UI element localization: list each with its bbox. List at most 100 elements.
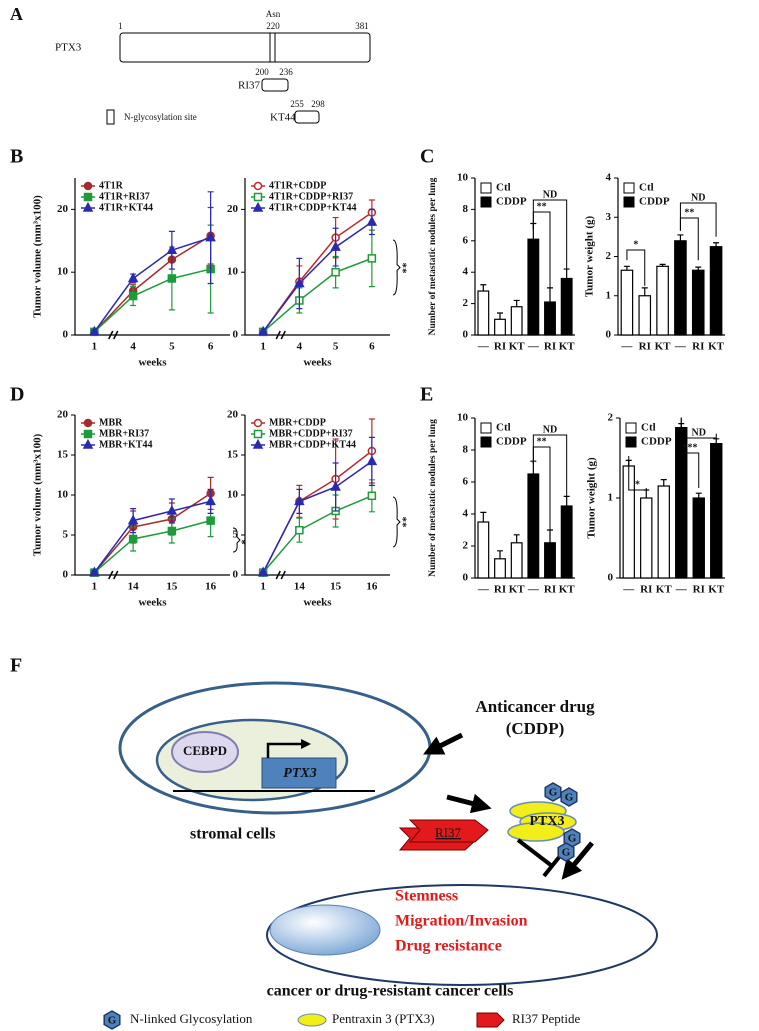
bar [477,521,490,579]
y-axis-label: Tumor volume (mm³x100) [32,433,44,556]
legend-label: CDDP [639,196,670,208]
point [253,192,263,202]
y-tick-label: 0 [463,329,469,341]
bar [656,265,669,336]
bar [638,295,652,336]
annotation: * [633,239,638,250]
protein-label: PTX3 [530,814,565,829]
effect: Drug resistance [395,938,502,955]
peptide-shape [408,819,489,843]
point [331,267,340,277]
point [82,201,94,212]
effect: Stemness [395,888,458,905]
annotation: ** [537,436,547,447]
x-tick-label: — [620,341,633,353]
bar [527,473,540,579]
x-tick-label: — [527,584,540,596]
x-axis-label: weeks [303,597,332,609]
cell-label: cancer or drug-resistant cancer cells [267,983,514,1000]
series-line [93,268,211,333]
protein-name: PTX3 [55,42,82,54]
point [167,274,177,283]
x-tick-label: 15 [166,581,178,593]
y-tick-label: 1 [606,289,612,301]
panel-label: E [420,384,433,406]
y-tick-label: 1 [608,492,614,504]
point [83,181,93,191]
y-tick-label: 15 [227,449,239,461]
y-tick-label: 2 [463,540,469,552]
x-tick-label: RI [639,341,651,353]
inhibition [516,838,554,868]
legend-label: CDDP [641,436,672,448]
point [366,455,378,466]
y-tick-label: 0 [608,572,614,584]
y-tick-label: 10 [457,172,469,184]
y-tick-label: 10 [227,266,239,278]
x-tick-label: 4 [130,341,136,353]
x-tick-label: 1 [260,581,266,593]
bar [657,485,670,579]
legend-label: 4T1R+RI37 [99,191,150,202]
x-tick-label: 16 [205,581,217,593]
error-bar [713,438,720,444]
x-axis-label: weeks [138,597,167,609]
legend-swatch [623,196,635,208]
x-tick-label: — [527,341,540,353]
y-tick-label: 0 [63,329,69,341]
annotation: ND [692,427,706,438]
x-tick-label: 1 [92,341,98,353]
annotation: ** [537,201,547,212]
position: 298 [311,99,325,109]
point [128,534,138,544]
x-tick-label: KT [509,584,526,596]
x-tick-label: — [477,341,490,353]
series-line [93,235,212,333]
chart: 0 5 10 15 20 1 14 15 16 weeks MBR+CDDPMBR+CDDP+RI3… [227,409,408,609]
glyco-hexagon [557,842,575,862]
y-tick-label: 4 [606,172,612,184]
y-tick-label: 8 [463,444,469,456]
point [82,438,94,449]
series-line [262,460,373,573]
bar [510,306,523,336]
bar [560,277,573,336]
domain-diagram: PTX3 1 Asn 220 381 RI37 200 236 KT44 255… [55,9,371,125]
point [205,495,216,506]
point [205,231,216,242]
point [83,429,93,439]
x-tick-label: 5 [169,341,175,353]
series-line [93,519,211,574]
ptx3-unit [507,822,565,842]
gene-box [261,757,337,789]
y-tick-label: 4 [463,508,469,520]
legend-label: 4T1R+CDDP+KT44 [269,202,357,213]
legend-swatch [623,182,635,194]
y-tick-label: 0 [233,569,239,581]
legend-swatch [106,109,115,125]
x-tick-label: — [622,584,635,596]
bar [494,318,506,336]
point [166,504,178,515]
x-tick-label: — [674,341,687,353]
y-tick-label: 2 [606,250,612,262]
y-tick-label: 2 [608,412,614,424]
tf-label: CEBPD [183,743,227,758]
legend-label: MBR [99,417,123,428]
annotation: *** [683,442,698,453]
legend-label: MBR+CDDP+KT44 [269,439,356,450]
x-tick-label: — [477,584,490,596]
bar [710,443,723,579]
bar [709,246,723,336]
y-tick-label: 6 [463,476,469,488]
point [366,215,378,226]
y-tick-label: 10 [227,489,239,501]
chart: 0 5 10 15 20 1 14 15 16 weeks Tumor volume (mm³x10… [32,409,248,609]
axis-break [108,570,119,580]
y-tick-label: 4 [463,266,469,278]
y-axis-label: Tumor volume (mm³x100) [32,195,44,318]
legend-label: 4T1R+KT44 [99,202,153,213]
cell-label: stromal cells [190,826,275,843]
